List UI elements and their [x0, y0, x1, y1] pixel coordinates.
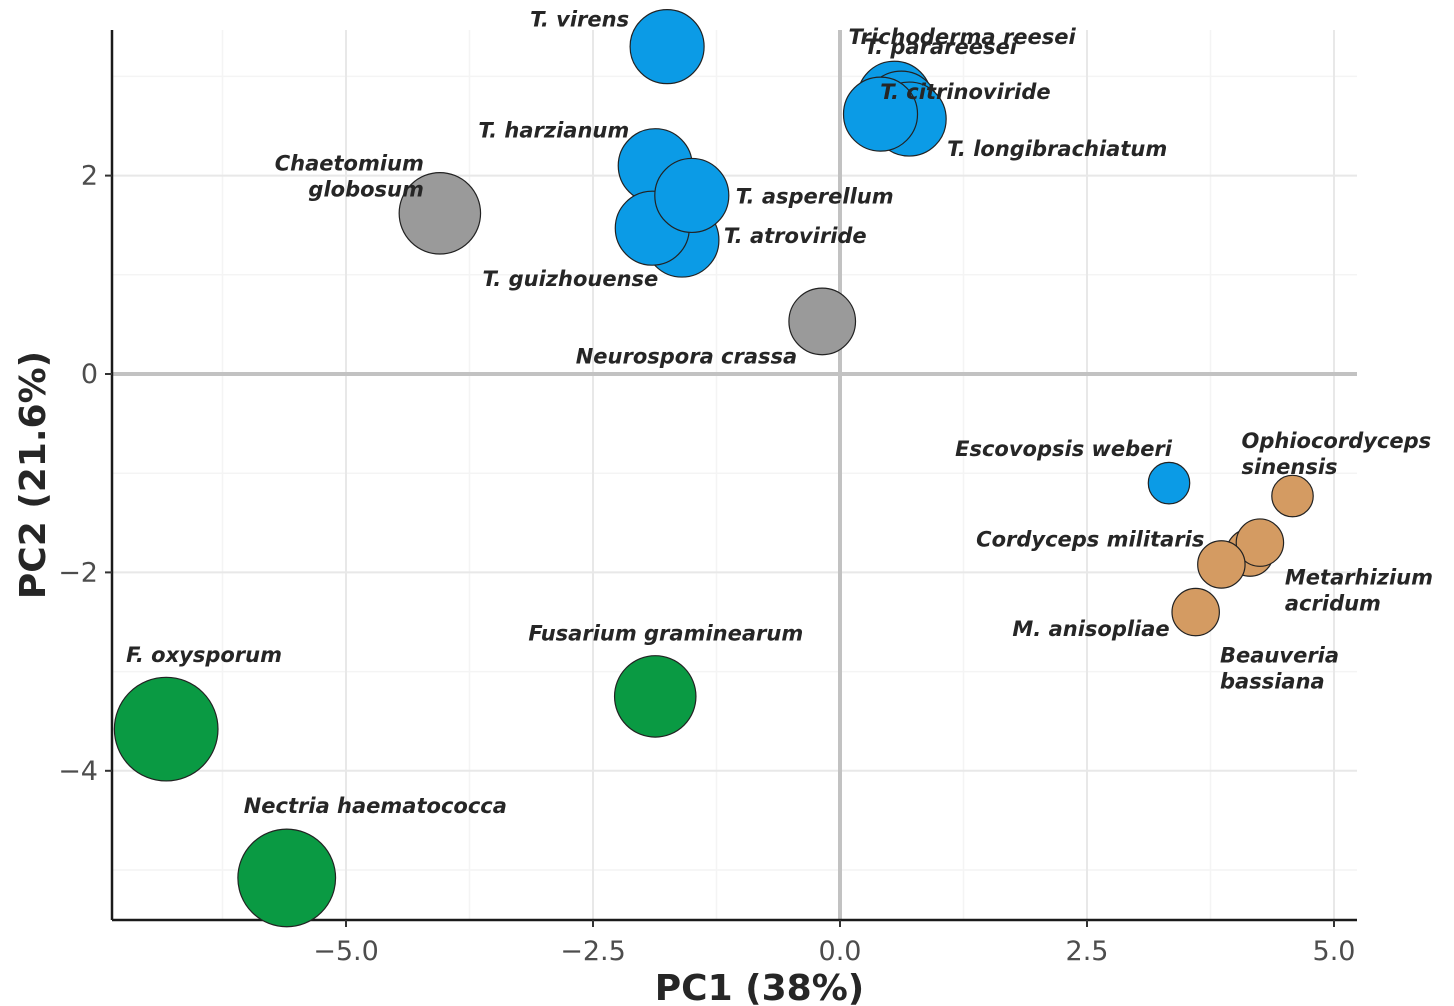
point-label: T. parareesei: [864, 35, 1017, 59]
x-tick-label: −5.0: [313, 936, 379, 967]
data-point: [1171, 587, 1220, 637]
point-label: Fusarium graminearum: [528, 621, 803, 645]
data-point: [613, 655, 697, 738]
point-label: Chaetomium: [275, 151, 424, 175]
point-label: T. harzianum: [478, 119, 629, 143]
point-label: T. asperellum: [736, 184, 894, 208]
point-label: M. anisopliae: [1012, 617, 1169, 641]
data-point: [842, 76, 919, 152]
x-tick-label: 5.0: [1313, 936, 1356, 967]
data-points: [113, 9, 1314, 928]
point-label: T. guizhouense: [483, 267, 659, 291]
data-point: [237, 828, 337, 928]
y-tick-label: −4: [58, 756, 98, 787]
point-label: sinensis: [1242, 455, 1338, 479]
data-point: [654, 157, 730, 234]
point-label: Metarhizium: [1285, 566, 1433, 590]
point-label: Nectria haematococca: [244, 794, 507, 818]
data-point: [788, 287, 857, 356]
point-label: F. oxysporum: [126, 643, 282, 667]
x-tick-label: 0.0: [819, 936, 862, 967]
point-label: bassiana: [1220, 670, 1325, 694]
point-label: Neurospora crassa: [576, 344, 798, 368]
y-tick-label: −2: [58, 557, 98, 588]
data-point: [1271, 474, 1314, 518]
point-label: globosum: [308, 177, 423, 201]
data-point: [1235, 518, 1285, 567]
point-label: T. citrinoviride: [880, 80, 1050, 104]
data-point: [113, 676, 219, 782]
data-point: [1197, 540, 1246, 589]
tick-labels: −5.0 −2.5 0.0 2.5 5.0 −4 −2 0 2: [58, 161, 1355, 967]
x-tick-label: −2.5: [560, 936, 626, 967]
point-label: T. longibrachiatum: [947, 137, 1167, 161]
data-point: [1147, 461, 1191, 505]
point-label: Ophiocordyceps: [1242, 429, 1432, 453]
point-label: Escovopsis weberi: [955, 437, 1173, 461]
point-label: Trichoderma reesei: [849, 25, 1077, 49]
point-label: T. virens: [530, 8, 629, 32]
data-point: [398, 171, 482, 255]
point-labels: T. virens T. parareesei T. citrinoviride T.…: [126, 8, 1433, 818]
x-tick-label: 2.5: [1066, 936, 1109, 967]
point-label: T. atroviride: [724, 224, 867, 248]
y-axis-title: PC2 (21.6%): [13, 351, 54, 599]
point-label: Beauveria: [1220, 644, 1339, 668]
y-tick-label: 0: [81, 359, 98, 390]
point-label: Cordyceps militaris: [976, 527, 1204, 551]
data-point: [629, 9, 705, 85]
x-axis-title: PC1 (38%): [655, 968, 864, 1006]
zero-lines: [112, 30, 1357, 920]
y-tick-label: 2: [81, 161, 98, 192]
point-label: acridum: [1285, 592, 1381, 616]
